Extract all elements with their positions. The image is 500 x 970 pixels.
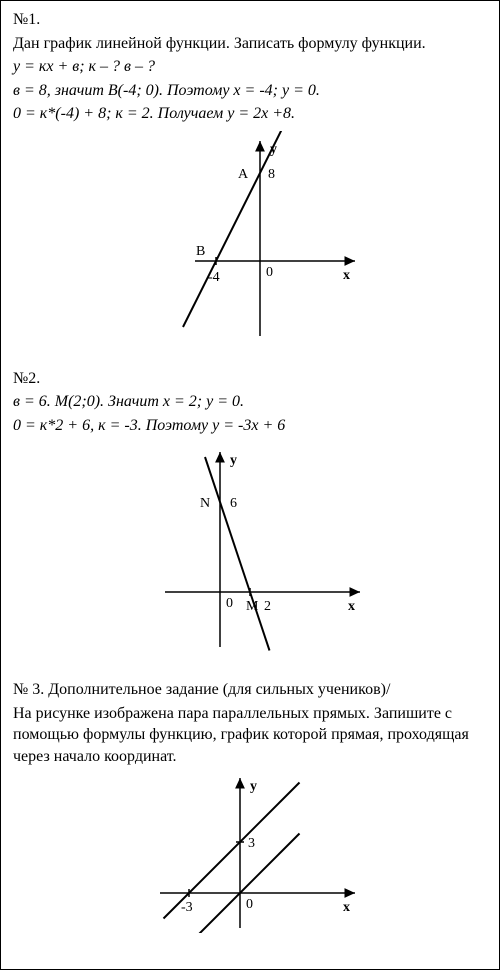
svg-text:-3: -3 <box>181 900 193 915</box>
svg-text:6: 6 <box>230 496 237 511</box>
svg-text:M: M <box>246 599 259 614</box>
problem3-number: № 3. Дополнительное задание (для сильных… <box>13 679 487 701</box>
svg-text:x: x <box>343 900 350 915</box>
problem3-text1: На рисунке изображена пара параллельных … <box>13 703 487 768</box>
chart1-svg: xy0A8B-4 <box>140 131 360 351</box>
problem1-text3: в = 8, значит В(-4; 0). Поэтому х = -4; … <box>13 80 487 102</box>
problem1-formula: у = кх + в; к – ? в – ? <box>13 56 487 78</box>
problem2-text1: в = 6. М(2;0). Значит х = 2; у = 0. <box>13 391 487 413</box>
svg-text:0: 0 <box>226 596 233 611</box>
chart3-svg: x y 0 3 -3 <box>140 773 360 933</box>
problem2-text2: 0 = к*2 + 6, к = -3. Поэтому у = -3х + 6 <box>13 415 487 437</box>
svg-text:-4: -4 <box>208 270 220 285</box>
chart2-container: x y 0 N 6 M2 <box>13 442 487 669</box>
svg-text:x: x <box>343 268 350 283</box>
problem1-number: №1. <box>13 9 487 31</box>
chart2-svg: x y 0 N 6 M2 <box>135 442 365 662</box>
svg-text:N: N <box>200 496 210 511</box>
problem1-text1: Дан график линейной функции. Записать фо… <box>13 33 487 55</box>
svg-text:x: x <box>348 599 355 614</box>
chart3-container: x y 0 3 -3 <box>13 773 487 940</box>
problem2-number: №2. <box>13 368 487 390</box>
svg-text:8: 8 <box>268 167 275 182</box>
chart1-container: xy0A8B-4 <box>13 131 487 358</box>
svg-text:0: 0 <box>246 897 253 912</box>
svg-text:A: A <box>238 167 249 182</box>
svg-text:y: y <box>250 779 257 794</box>
svg-text:2: 2 <box>264 599 271 614</box>
svg-text:B: B <box>196 244 205 259</box>
svg-text:0: 0 <box>266 265 273 280</box>
problem1-text4: 0 = к*(-4) + 8; к = 2. Получаем у = 2х +… <box>13 103 487 125</box>
svg-text:y: y <box>230 453 237 468</box>
svg-text:3: 3 <box>248 836 255 851</box>
